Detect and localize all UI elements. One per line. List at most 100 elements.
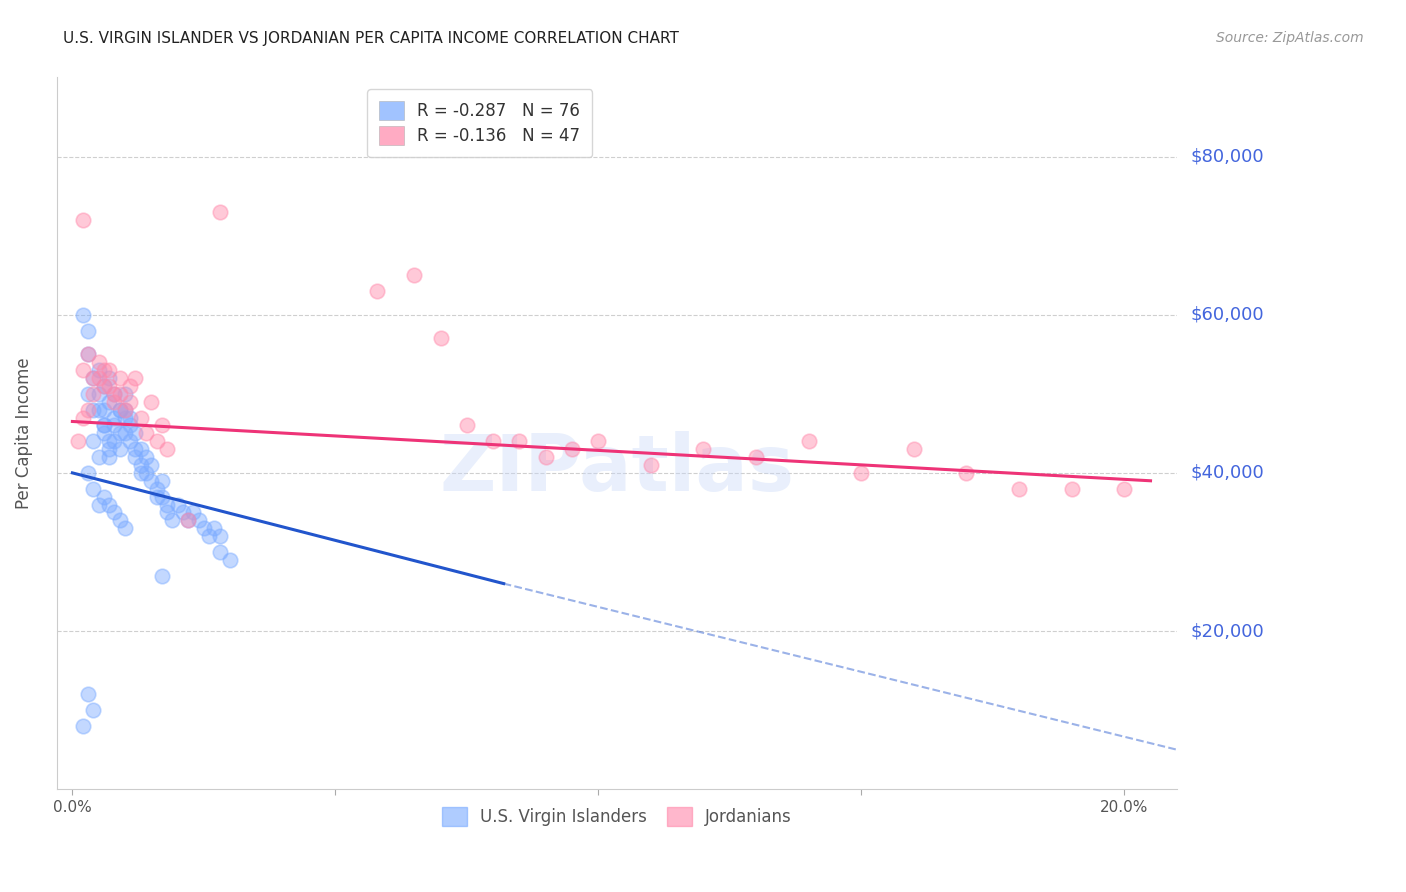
Point [208,205,231,219]
Point [124,442,146,457]
Point [1114,482,1136,496]
Text: Source: ZipAtlas.com: Source: ZipAtlas.com [1216,31,1364,45]
Point [82,402,104,417]
Point [219,553,242,567]
Point [366,284,388,298]
Point [114,521,136,535]
Legend: U.S. Virgin Islanders, Jordanians: U.S. Virgin Islanders, Jordanians [433,798,800,834]
Point [77,687,100,701]
Point [87,363,110,377]
Point [87,450,110,464]
Point [903,442,925,457]
Point [108,386,131,401]
Point [183,505,205,519]
Point [77,386,100,401]
Point [103,434,125,449]
Point [87,498,110,512]
Point [141,458,163,472]
Point [98,498,121,512]
Point [135,426,157,441]
Point [103,386,125,401]
Point [156,442,179,457]
Text: U.S. VIRGIN ISLANDER VS JORDANIAN PER CAPITA INCOME CORRELATION CHART: U.S. VIRGIN ISLANDER VS JORDANIAN PER CA… [63,31,679,46]
Point [588,434,610,449]
Text: $80,000: $80,000 [1191,147,1264,166]
Point [534,450,557,464]
Point [129,442,152,457]
Point [150,474,173,488]
Point [404,268,426,282]
Point [82,482,104,496]
Point [745,450,768,464]
Text: $40,000: $40,000 [1191,464,1264,482]
Point [187,513,209,527]
Point [150,490,173,504]
Point [120,434,142,449]
Point [129,410,152,425]
Point [208,545,231,559]
Point [103,505,125,519]
Point [156,505,179,519]
Point [72,363,94,377]
Point [77,324,100,338]
Point [98,371,121,385]
Point [72,308,94,322]
Point [114,426,136,441]
Point [114,402,136,417]
Point [82,434,104,449]
Point [87,355,110,369]
Text: $20,000: $20,000 [1191,622,1264,640]
Point [120,394,142,409]
Text: $60,000: $60,000 [1191,306,1264,324]
Point [177,513,200,527]
Point [77,347,100,361]
Point [1008,482,1031,496]
Point [145,482,167,496]
Point [98,442,121,457]
Point [177,513,200,527]
Point [72,212,94,227]
Point [1060,482,1083,496]
Point [135,450,157,464]
Point [93,426,115,441]
Point [98,450,121,464]
Point [692,442,714,457]
Point [166,498,188,512]
Point [93,418,115,433]
Point [508,434,530,449]
Point [98,394,121,409]
Point [77,347,100,361]
Point [108,371,131,385]
Point [797,434,820,449]
Point [456,418,478,433]
Point [120,418,142,433]
Point [108,402,131,417]
Point [124,371,146,385]
Point [120,379,142,393]
Point [193,521,215,535]
Point [162,513,184,527]
Point [98,379,121,393]
Point [141,394,163,409]
Point [87,402,110,417]
Point [156,498,179,512]
Point [93,379,115,393]
Point [93,490,115,504]
Point [120,410,142,425]
Point [108,513,131,527]
Point [640,458,662,472]
Point [108,426,131,441]
Point [87,371,110,385]
Point [124,426,146,441]
Point [851,466,873,480]
Point [108,402,131,417]
Point [129,458,152,472]
Point [172,505,194,519]
Point [145,490,167,504]
Point [72,410,94,425]
Point [198,529,221,543]
Point [108,442,131,457]
Point [98,434,121,449]
Point [77,402,100,417]
Text: ZIPatlas: ZIPatlas [439,431,794,507]
